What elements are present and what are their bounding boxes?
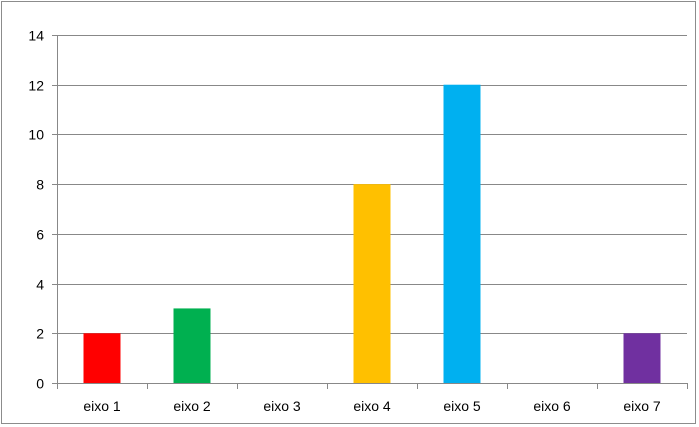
y-axis-ticks: 0 2 4 6 8 10 12 14 <box>28 28 57 392</box>
x-tick-label: eixo 3 <box>263 398 301 414</box>
y-tick-label: 14 <box>28 28 44 44</box>
x-tick-label: eixo 4 <box>353 398 391 414</box>
bar-7 <box>623 333 661 383</box>
x-tick-label: eixo 6 <box>533 398 571 414</box>
y-tick-label: 2 <box>36 326 44 342</box>
y-tick-label: 12 <box>28 78 44 94</box>
bar-5 <box>443 84 481 383</box>
bar-1 <box>83 333 121 383</box>
y-tick-label: 10 <box>28 127 44 143</box>
x-tick-label: eixo 1 <box>83 398 121 414</box>
y-tick-label: 0 <box>36 376 44 392</box>
x-tick-label: eixo 7 <box>623 398 661 414</box>
gridlines <box>57 35 687 334</box>
y-tick-label: 8 <box>36 177 44 193</box>
bars <box>83 84 661 383</box>
x-tick-label: eixo 5 <box>443 398 481 414</box>
y-tick-label: 6 <box>36 227 44 243</box>
bar-2 <box>173 308 211 383</box>
axes <box>57 35 687 384</box>
x-tick-label: eixo 2 <box>173 398 211 414</box>
x-axis-ticks: eixo 1 eixo 2 eixo 3 eixo 4 eixo 5 eixo 6 eixo… <box>57 383 688 414</box>
bar-4 <box>353 184 391 383</box>
y-tick-label: 4 <box>36 277 44 293</box>
